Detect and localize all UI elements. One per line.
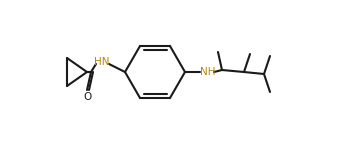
- Text: O: O: [84, 92, 92, 102]
- Text: NH: NH: [200, 67, 216, 77]
- Text: HN: HN: [94, 57, 110, 67]
